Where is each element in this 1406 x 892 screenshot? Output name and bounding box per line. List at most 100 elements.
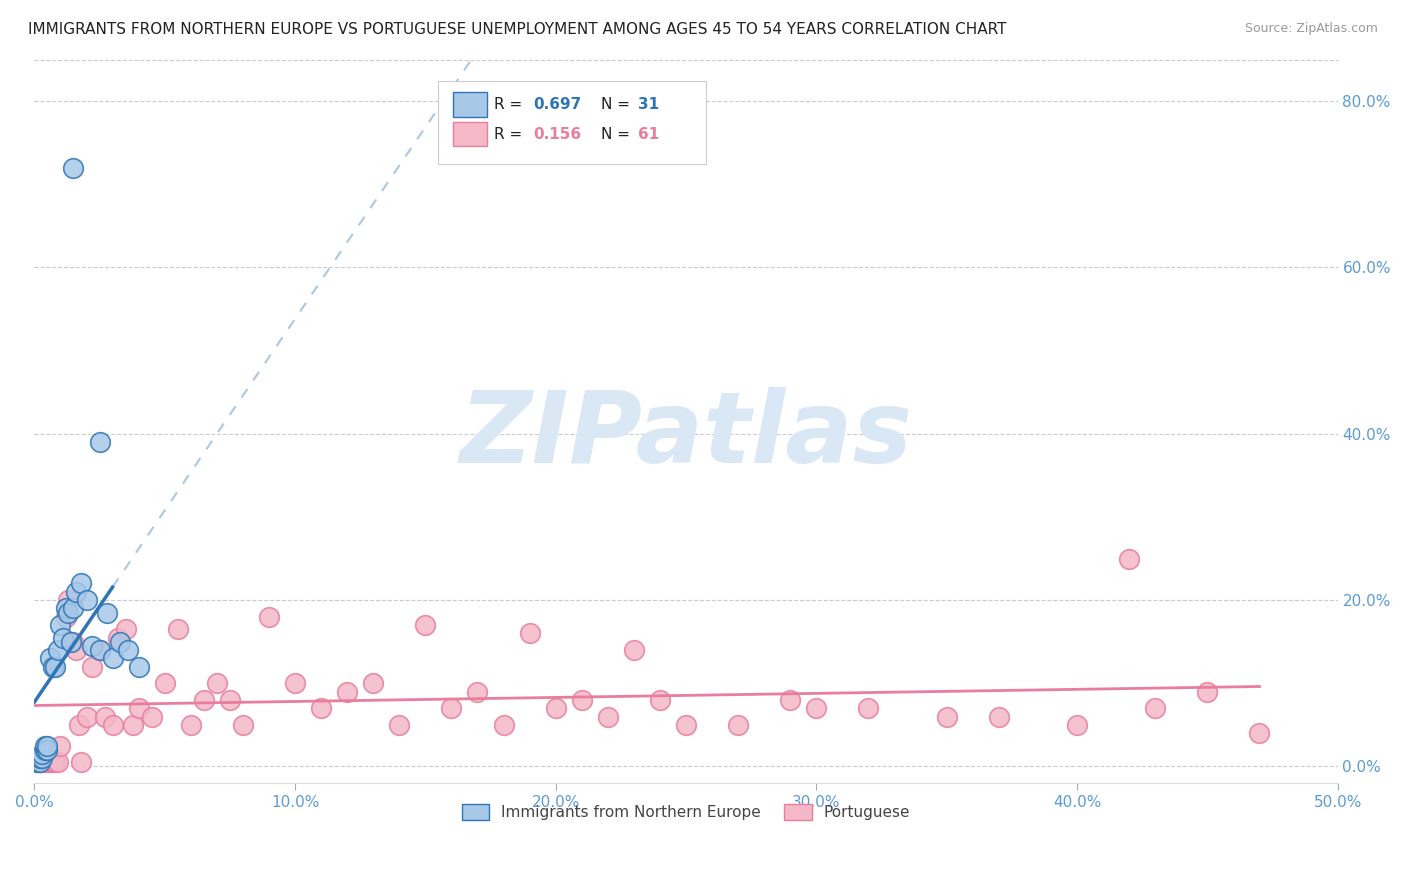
Point xyxy=(55,601,77,615)
Point xyxy=(52,631,75,645)
Point xyxy=(935,709,957,723)
Point xyxy=(117,643,139,657)
Point xyxy=(180,718,202,732)
Point xyxy=(39,651,62,665)
FancyBboxPatch shape xyxy=(439,81,706,164)
Point xyxy=(28,756,51,770)
Point xyxy=(779,693,801,707)
Text: Source: ZipAtlas.com: Source: ZipAtlas.com xyxy=(1244,22,1378,36)
Legend: Immigrants from Northern Europe, Portuguese: Immigrants from Northern Europe, Portugu… xyxy=(456,797,917,826)
Point xyxy=(806,701,828,715)
Point xyxy=(1197,684,1219,698)
Point xyxy=(80,659,103,673)
FancyBboxPatch shape xyxy=(453,122,486,146)
Point xyxy=(205,676,228,690)
Point xyxy=(122,718,145,732)
Point xyxy=(62,634,84,648)
Point xyxy=(80,639,103,653)
Point xyxy=(388,718,411,732)
Point xyxy=(519,626,541,640)
Point xyxy=(25,756,48,770)
Point xyxy=(70,756,93,770)
Point xyxy=(727,718,749,732)
Point xyxy=(94,709,117,723)
Text: R =: R = xyxy=(495,127,527,142)
Point xyxy=(1118,551,1140,566)
Point xyxy=(114,622,136,636)
Point xyxy=(107,631,129,645)
Point xyxy=(544,701,567,715)
Text: R =: R = xyxy=(495,97,527,112)
FancyBboxPatch shape xyxy=(453,92,486,117)
Point xyxy=(44,756,66,770)
Point xyxy=(648,693,671,707)
Text: 61: 61 xyxy=(638,127,659,142)
Point xyxy=(65,643,87,657)
Point xyxy=(571,693,593,707)
Point xyxy=(623,643,645,657)
Point xyxy=(76,709,98,723)
Point xyxy=(596,709,619,723)
Point xyxy=(89,643,111,657)
Point xyxy=(284,676,307,690)
Point xyxy=(987,709,1010,723)
Text: 0.156: 0.156 xyxy=(533,127,582,142)
Point xyxy=(218,693,240,707)
Point xyxy=(37,739,59,753)
Point xyxy=(44,659,66,673)
Point xyxy=(675,718,697,732)
Point xyxy=(31,747,53,761)
Point xyxy=(257,609,280,624)
Point xyxy=(232,718,254,732)
Point xyxy=(101,718,124,732)
Point xyxy=(37,756,59,770)
Point xyxy=(62,161,84,175)
Point xyxy=(58,593,80,607)
Point xyxy=(67,718,90,732)
Point xyxy=(39,756,62,770)
Point xyxy=(65,584,87,599)
Point xyxy=(58,606,80,620)
Point xyxy=(96,606,118,620)
Point xyxy=(1066,718,1088,732)
Point xyxy=(166,622,188,636)
Point xyxy=(37,743,59,757)
Point xyxy=(34,739,56,753)
Point xyxy=(34,756,56,770)
Point xyxy=(336,684,359,698)
Point xyxy=(41,756,63,770)
Text: 0.697: 0.697 xyxy=(533,97,582,112)
Point xyxy=(101,651,124,665)
Point xyxy=(70,576,93,591)
Point xyxy=(128,701,150,715)
Text: N =: N = xyxy=(602,97,636,112)
Point xyxy=(193,693,215,707)
Text: 31: 31 xyxy=(638,97,659,112)
Point xyxy=(46,643,69,657)
Point xyxy=(41,659,63,673)
Point xyxy=(1249,726,1271,740)
Point xyxy=(59,634,82,648)
Point xyxy=(89,643,111,657)
Point xyxy=(46,756,69,770)
Text: N =: N = xyxy=(602,127,636,142)
Point xyxy=(141,709,163,723)
Text: ZIPatlas: ZIPatlas xyxy=(460,387,912,484)
Point xyxy=(153,676,176,690)
Point xyxy=(25,756,48,770)
Point xyxy=(49,739,72,753)
Point xyxy=(28,756,51,770)
Text: IMMIGRANTS FROM NORTHERN EUROPE VS PORTUGUESE UNEMPLOYMENT AMONG AGES 45 TO 54 Y: IMMIGRANTS FROM NORTHERN EUROPE VS PORTU… xyxy=(28,22,1007,37)
Point xyxy=(361,676,384,690)
Point xyxy=(76,593,98,607)
Point xyxy=(28,751,51,765)
Point xyxy=(34,743,56,757)
Point xyxy=(858,701,880,715)
Point xyxy=(492,718,515,732)
Point xyxy=(49,618,72,632)
Point xyxy=(309,701,332,715)
Point xyxy=(31,751,53,765)
Point xyxy=(55,609,77,624)
Point xyxy=(415,618,437,632)
Point xyxy=(440,701,463,715)
